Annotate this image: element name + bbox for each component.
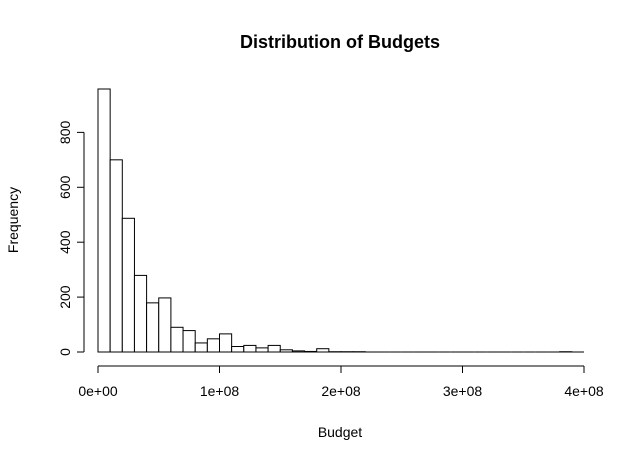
y-axis-label: Frequency [5, 187, 21, 253]
histogram-bars [97, 88, 584, 353]
histogram-bar [279, 349, 293, 353]
histogram-bar [194, 342, 208, 353]
histogram-bar [243, 344, 257, 353]
histogram-bar [97, 88, 111, 353]
y-tick-label: 400 [57, 230, 73, 254]
x-tick-label: 3e+08 [443, 383, 483, 399]
histogram-bar [219, 333, 233, 353]
histogram-bar [255, 347, 269, 353]
histogram-bar [121, 217, 135, 353]
x-tick-label: 0e+00 [78, 383, 118, 399]
histogram-bar [267, 344, 281, 353]
x-tick-label: 2e+08 [321, 383, 361, 399]
x-axis: 0e+00 1e+08 2e+08 3e+08 4e+08 [78, 365, 604, 399]
x-tick-label: 1e+08 [200, 383, 240, 399]
histogram-bar [231, 346, 245, 353]
x-tick-label: 4e+08 [564, 383, 604, 399]
histogram-bar [146, 302, 160, 353]
histogram-bar [158, 297, 172, 353]
x-axis-label: Budget [318, 424, 362, 440]
histogram-bar [291, 350, 306, 353]
y-tick-label: 200 [57, 285, 73, 309]
chart-title: Distribution of Budgets [240, 32, 440, 52]
y-tick-label: 800 [57, 120, 73, 144]
histogram-bar [206, 338, 221, 353]
y-tick-label: 600 [57, 175, 73, 199]
y-tick-label: 0 [57, 348, 73, 356]
y-axis: 0 200 400 600 800 [57, 120, 85, 356]
histogram-bar [109, 159, 123, 353]
histogram-bar [170, 326, 184, 353]
histogram-bar [182, 330, 196, 353]
histogram-bar [316, 348, 330, 353]
histogram-bar [133, 274, 148, 353]
histogram-bar [304, 350, 318, 353]
